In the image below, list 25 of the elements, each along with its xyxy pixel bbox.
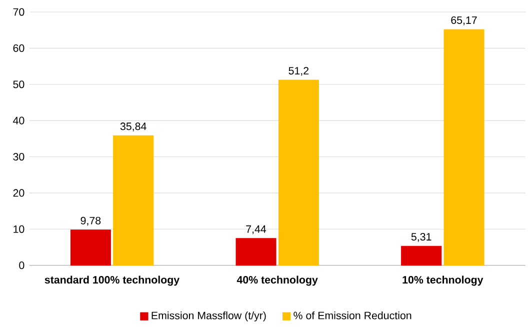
x-tick-label: 10% technology [402,276,484,286]
y-tick-label: 20 [13,189,24,197]
legend-label: % of Emission Reduction [294,312,412,320]
x-tick-label: 40% technology [236,276,318,286]
legend-label: Emission Massflow (t/yr) [152,312,266,322]
bar [236,238,276,266]
data-label: 35,84 [120,122,146,132]
y-tick-label: 10 [14,226,24,234]
y-tick-label: 0 [19,262,24,270]
bar [70,230,111,266]
bar [444,29,484,266]
y-tick-label: 30 [13,153,24,161]
bar [401,246,442,266]
bar [278,80,319,266]
x-tick-label: standard 100% technology [44,276,180,286]
data-label: 65,17 [451,16,477,26]
data-label: 51,2 [288,67,309,76]
y-tick-label: 50 [13,80,24,88]
y-tick-label: 70 [13,8,24,16]
y-tick-label: 40 [13,117,24,125]
data-label: 5,31 [411,233,432,242]
data-label: 9,78 [80,217,101,226]
data-label: 7,44 [246,226,266,234]
bar [113,136,154,266]
y-tick-label: 60 [13,44,24,52]
